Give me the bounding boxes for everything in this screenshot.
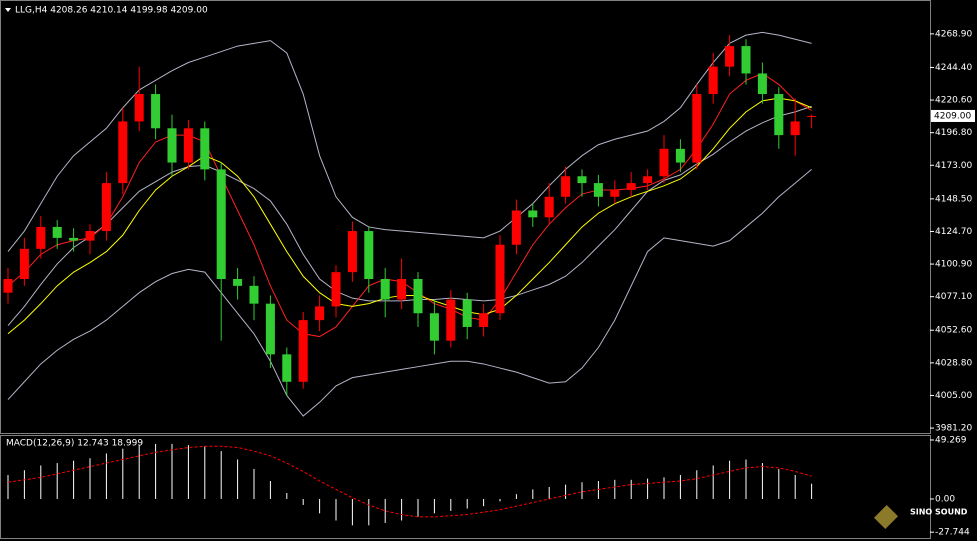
y-tick-label: 4077.10: [935, 292, 972, 302]
candle-body: [134, 94, 144, 122]
candle-body: [364, 231, 374, 279]
candle-body: [167, 128, 177, 163]
chart-title: LLG,H4 4208.26 4210.14 4199.98 4209.00: [15, 6, 208, 16]
last-price-box: [931, 109, 975, 122]
candle-body: [643, 176, 653, 184]
indicator-line: [7, 31, 812, 252]
candle-body: [741, 46, 751, 74]
y-tick-label: 4028.80: [935, 358, 972, 368]
candle-body: [626, 183, 636, 190]
macd-frame: [0, 435, 931, 539]
y-tick-label: 4173.00: [935, 161, 972, 171]
candle-body: [331, 272, 341, 307]
indicator-line: [7, 169, 812, 417]
candle-body: [757, 73, 767, 95]
candle-body: [52, 226, 62, 238]
candle-body: [315, 306, 325, 321]
y-tick-label: 4100.90: [935, 260, 972, 270]
candle-body: [200, 128, 210, 170]
y-tick-label: -27.744: [935, 528, 970, 538]
candle-body: [216, 169, 226, 279]
candle-body: [380, 278, 390, 300]
y-tick-label: 4148.50: [935, 194, 972, 204]
y-tick-label: 4244.40: [935, 63, 972, 73]
candle-body: [528, 210, 538, 218]
candle-body: [282, 354, 292, 382]
last-price-label: 4209.00: [934, 111, 971, 121]
candle-body: [36, 226, 46, 249]
indicator-line: [7, 105, 812, 326]
y-tick-label: 4220.60: [935, 96, 972, 106]
watermark: SINO SOUND: [910, 508, 968, 517]
candle-body: [397, 278, 407, 300]
candle-body: [708, 66, 718, 95]
candle-body: [429, 313, 439, 341]
watermark-logo: [873, 504, 899, 530]
candle-body: [446, 299, 456, 341]
candle-body: [495, 244, 505, 314]
candle-body: [725, 46, 735, 67]
y-tick-label: 4052.60: [935, 326, 972, 336]
candle-body: [511, 210, 521, 245]
candle-body: [659, 148, 669, 177]
candle-body: [85, 231, 95, 241]
candle-body: [298, 320, 308, 382]
candle-body: [790, 121, 800, 136]
candle-body: [561, 176, 571, 197]
candle-body: [233, 278, 243, 286]
indicator-line: [7, 72, 812, 338]
candle-body: [610, 189, 620, 197]
macd-title: MACD(12,26,9) 12.743 18.999: [6, 439, 143, 449]
candle-body: [413, 278, 423, 314]
y-tick-label: 4124.70: [935, 227, 972, 237]
indicator-line: [7, 97, 812, 335]
menu-arrow: [5, 8, 11, 12]
candle-body: [577, 176, 587, 184]
candle-body: [118, 121, 128, 184]
candle-body: [347, 231, 357, 273]
candle-body: [3, 278, 13, 293]
candle-body: [479, 313, 489, 327]
candle-body: [544, 196, 554, 218]
candle-body: [675, 148, 685, 163]
signal-line: [7, 445, 812, 518]
candle-body: [774, 94, 784, 136]
y-tick-label: 4268.90: [935, 29, 972, 39]
candle-body: [692, 94, 702, 163]
candle-body: [183, 128, 193, 163]
y-tick-label: 0.00: [935, 494, 955, 504]
candle-body: [249, 285, 259, 304]
candle-body: [462, 299, 472, 327]
candle-body: [151, 94, 161, 129]
y-tick-label: 4005.00: [935, 391, 972, 401]
candle-body: [807, 115, 817, 117]
y-tick-label: 3981.20: [935, 424, 972, 434]
y-tick-label: 4196.80: [935, 128, 972, 138]
y-tick-label: 49.269: [935, 435, 967, 445]
candle-body: [19, 248, 29, 279]
candle-body: [265, 303, 275, 355]
candle-body: [69, 237, 79, 241]
candle-body: [101, 183, 111, 232]
candle-body: [593, 183, 603, 197]
main-frame: [0, 0, 931, 434]
